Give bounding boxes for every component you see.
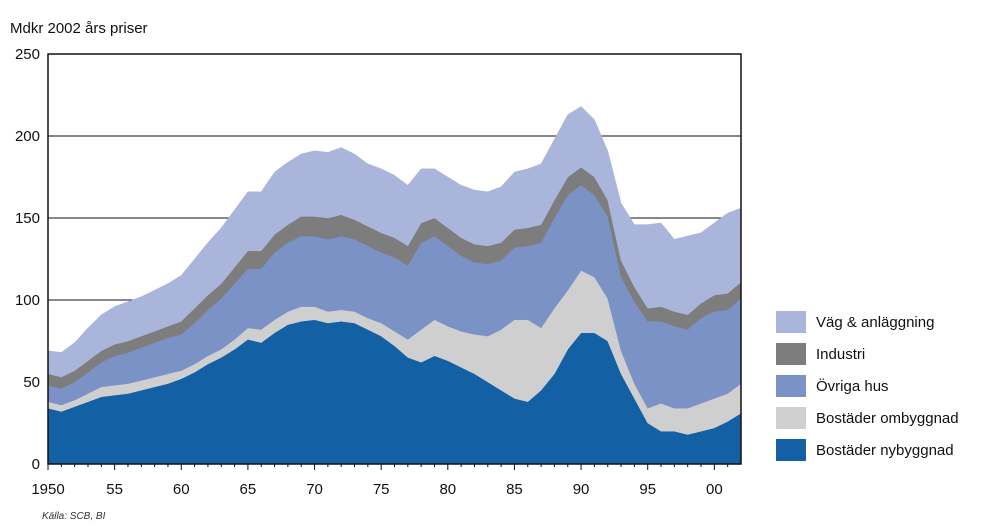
legend: Väg & anläggning Industri Övriga hus Bostäd…: [776, 306, 959, 466]
y-tick-label-50: 50: [23, 374, 40, 391]
x-tick-label-65: 65: [240, 481, 257, 498]
x-tick-label-80: 80: [439, 481, 456, 498]
source-note: Källa: SCB, BI: [42, 511, 106, 522]
y-tick-label-0: 0: [32, 456, 40, 473]
x-tick-label-75: 75: [373, 481, 390, 498]
y-tick-label-200: 200: [15, 128, 40, 145]
legend-swatch: [776, 343, 806, 365]
x-tick-label-70: 70: [306, 481, 323, 498]
x-tick-label-90: 90: [573, 481, 590, 498]
area-series-group: [47, 106, 742, 465]
y-tick-label-150: 150: [15, 210, 40, 227]
x-tick-label-55: 55: [106, 481, 123, 498]
legend-label: Industri: [816, 345, 866, 363]
legend-item: Industri: [776, 338, 959, 370]
legend-item: Bostäder nybyggnad: [776, 434, 959, 466]
x-tick-label-1950: 1950: [31, 481, 64, 498]
legend-swatch: [776, 439, 806, 461]
legend-label: Bostäder ombyggnad: [816, 409, 959, 427]
x-axis-ticks: 1950 55 60 65 70 75 80 85 90 95 00: [31, 464, 729, 498]
legend-swatch: [776, 375, 806, 397]
legend-item: Bostäder ombyggnad: [776, 402, 959, 434]
legend-item: Övriga hus: [776, 370, 959, 402]
x-tick-label-00: 00: [706, 481, 723, 498]
legend-item: Väg & anläggning: [776, 306, 959, 338]
legend-swatch: [776, 407, 806, 429]
legend-label: Väg & anläggning: [816, 313, 935, 331]
y-tick-label-250: 250: [15, 46, 40, 63]
y-tick-label-100: 100: [15, 292, 40, 309]
x-tick-label-85: 85: [506, 481, 523, 498]
legend-label: Övriga hus: [816, 377, 889, 395]
x-tick-label-60: 60: [173, 481, 190, 498]
y-axis-ticks: 0 50 100 150 200 250: [15, 46, 40, 473]
legend-label: Bostäder nybyggnad: [816, 441, 954, 459]
y-axis-title: Mdkr 2002 års priser: [10, 20, 148, 37]
x-tick-label-95: 95: [639, 481, 656, 498]
legend-swatch: [776, 311, 806, 333]
